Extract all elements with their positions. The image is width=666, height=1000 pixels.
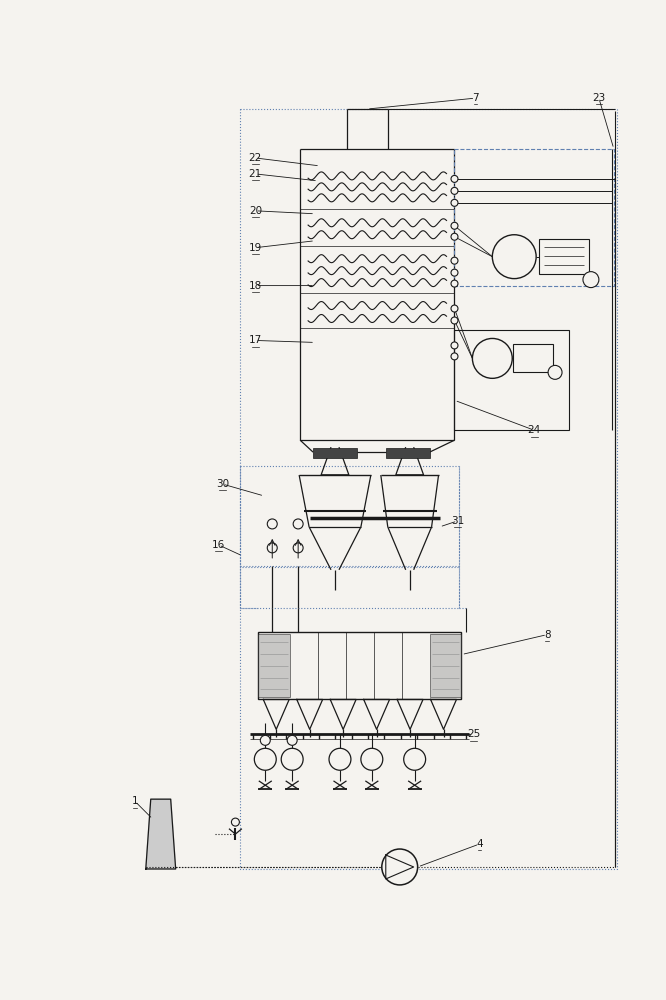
Circle shape (260, 735, 270, 745)
Circle shape (451, 222, 458, 229)
Bar (240, 109, 617, 869)
Circle shape (267, 519, 277, 529)
Bar (313, 448, 357, 458)
Text: 19: 19 (248, 243, 262, 253)
Text: 24: 24 (527, 425, 541, 435)
Circle shape (451, 269, 458, 276)
Bar (539, 239, 589, 274)
Bar (454, 330, 569, 430)
Circle shape (361, 748, 383, 770)
Circle shape (451, 257, 458, 264)
Circle shape (451, 305, 458, 312)
Circle shape (254, 748, 276, 770)
Polygon shape (146, 799, 176, 869)
Bar (454, 149, 614, 286)
Text: 8: 8 (544, 630, 550, 640)
Circle shape (583, 272, 599, 288)
Circle shape (451, 280, 458, 287)
Text: 4: 4 (476, 839, 483, 849)
Bar (513, 344, 553, 372)
Circle shape (451, 175, 458, 182)
Circle shape (451, 199, 458, 206)
Text: 30: 30 (216, 479, 229, 489)
Circle shape (329, 748, 351, 770)
Text: 18: 18 (248, 281, 262, 291)
Text: 7: 7 (472, 93, 479, 103)
Circle shape (451, 317, 458, 324)
Circle shape (293, 543, 303, 553)
Bar (258, 632, 462, 699)
Circle shape (451, 353, 458, 360)
Circle shape (293, 519, 303, 529)
Bar (240, 566, 460, 608)
Circle shape (472, 338, 512, 378)
Text: 23: 23 (592, 93, 605, 103)
Circle shape (451, 342, 458, 349)
Circle shape (281, 748, 303, 770)
Circle shape (451, 187, 458, 194)
Text: 25: 25 (467, 729, 480, 739)
Bar (258, 634, 290, 697)
Circle shape (451, 233, 458, 240)
Bar (430, 634, 462, 697)
Text: 22: 22 (248, 153, 262, 163)
Text: 1: 1 (131, 796, 138, 806)
Text: 20: 20 (249, 206, 262, 216)
Text: 17: 17 (248, 335, 262, 345)
Bar (240, 466, 460, 567)
Circle shape (382, 849, 418, 885)
Circle shape (492, 235, 536, 279)
Circle shape (267, 543, 277, 553)
Circle shape (404, 748, 426, 770)
Text: 21: 21 (248, 169, 262, 179)
Bar (386, 448, 430, 458)
Circle shape (548, 365, 562, 379)
Circle shape (287, 735, 297, 745)
Text: 16: 16 (212, 540, 225, 550)
Circle shape (231, 818, 239, 826)
Text: 31: 31 (451, 516, 464, 526)
